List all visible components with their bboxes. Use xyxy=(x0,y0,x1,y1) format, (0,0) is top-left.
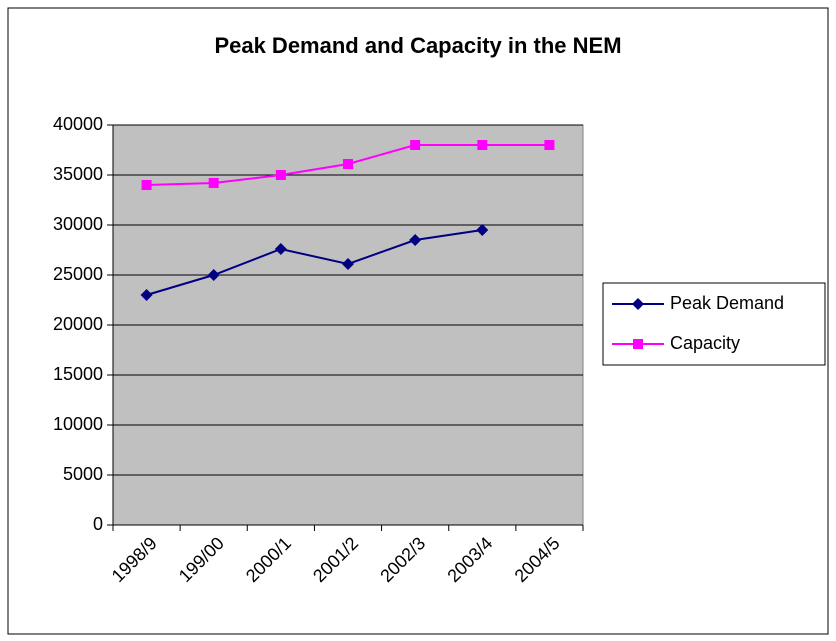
data-point xyxy=(343,159,353,169)
data-point xyxy=(477,140,488,150)
y-tick-label: 10000 xyxy=(53,414,103,434)
y-tick-label: 20000 xyxy=(53,314,103,334)
y-tick-label: 15000 xyxy=(53,364,103,384)
data-point xyxy=(275,170,286,180)
y-tick-label: 25000 xyxy=(53,264,103,284)
data-point xyxy=(476,224,489,236)
data-point xyxy=(141,180,152,190)
legend xyxy=(602,282,826,366)
data-point xyxy=(207,269,220,281)
y-tick-label: 5000 xyxy=(63,464,103,484)
y-tick-label: 0 xyxy=(93,514,103,534)
y-tick-label: 30000 xyxy=(53,214,103,234)
y-tick-label: 35000 xyxy=(53,164,103,184)
legend-label: Peak Demand xyxy=(670,293,784,313)
data-point xyxy=(342,258,354,270)
legend-marker xyxy=(633,339,643,349)
data-point xyxy=(274,243,287,255)
y-tick-label: 40000 xyxy=(53,114,103,134)
chart-title: Peak Demand and Capacity in the NEM xyxy=(214,33,621,58)
data-point xyxy=(140,289,153,301)
legend-marker xyxy=(632,298,644,310)
data-point xyxy=(208,178,219,188)
data-point xyxy=(410,140,421,150)
data-point xyxy=(409,234,422,246)
data-point xyxy=(544,140,555,150)
legend-label: Capacity xyxy=(670,333,740,353)
series-line xyxy=(146,229,483,296)
